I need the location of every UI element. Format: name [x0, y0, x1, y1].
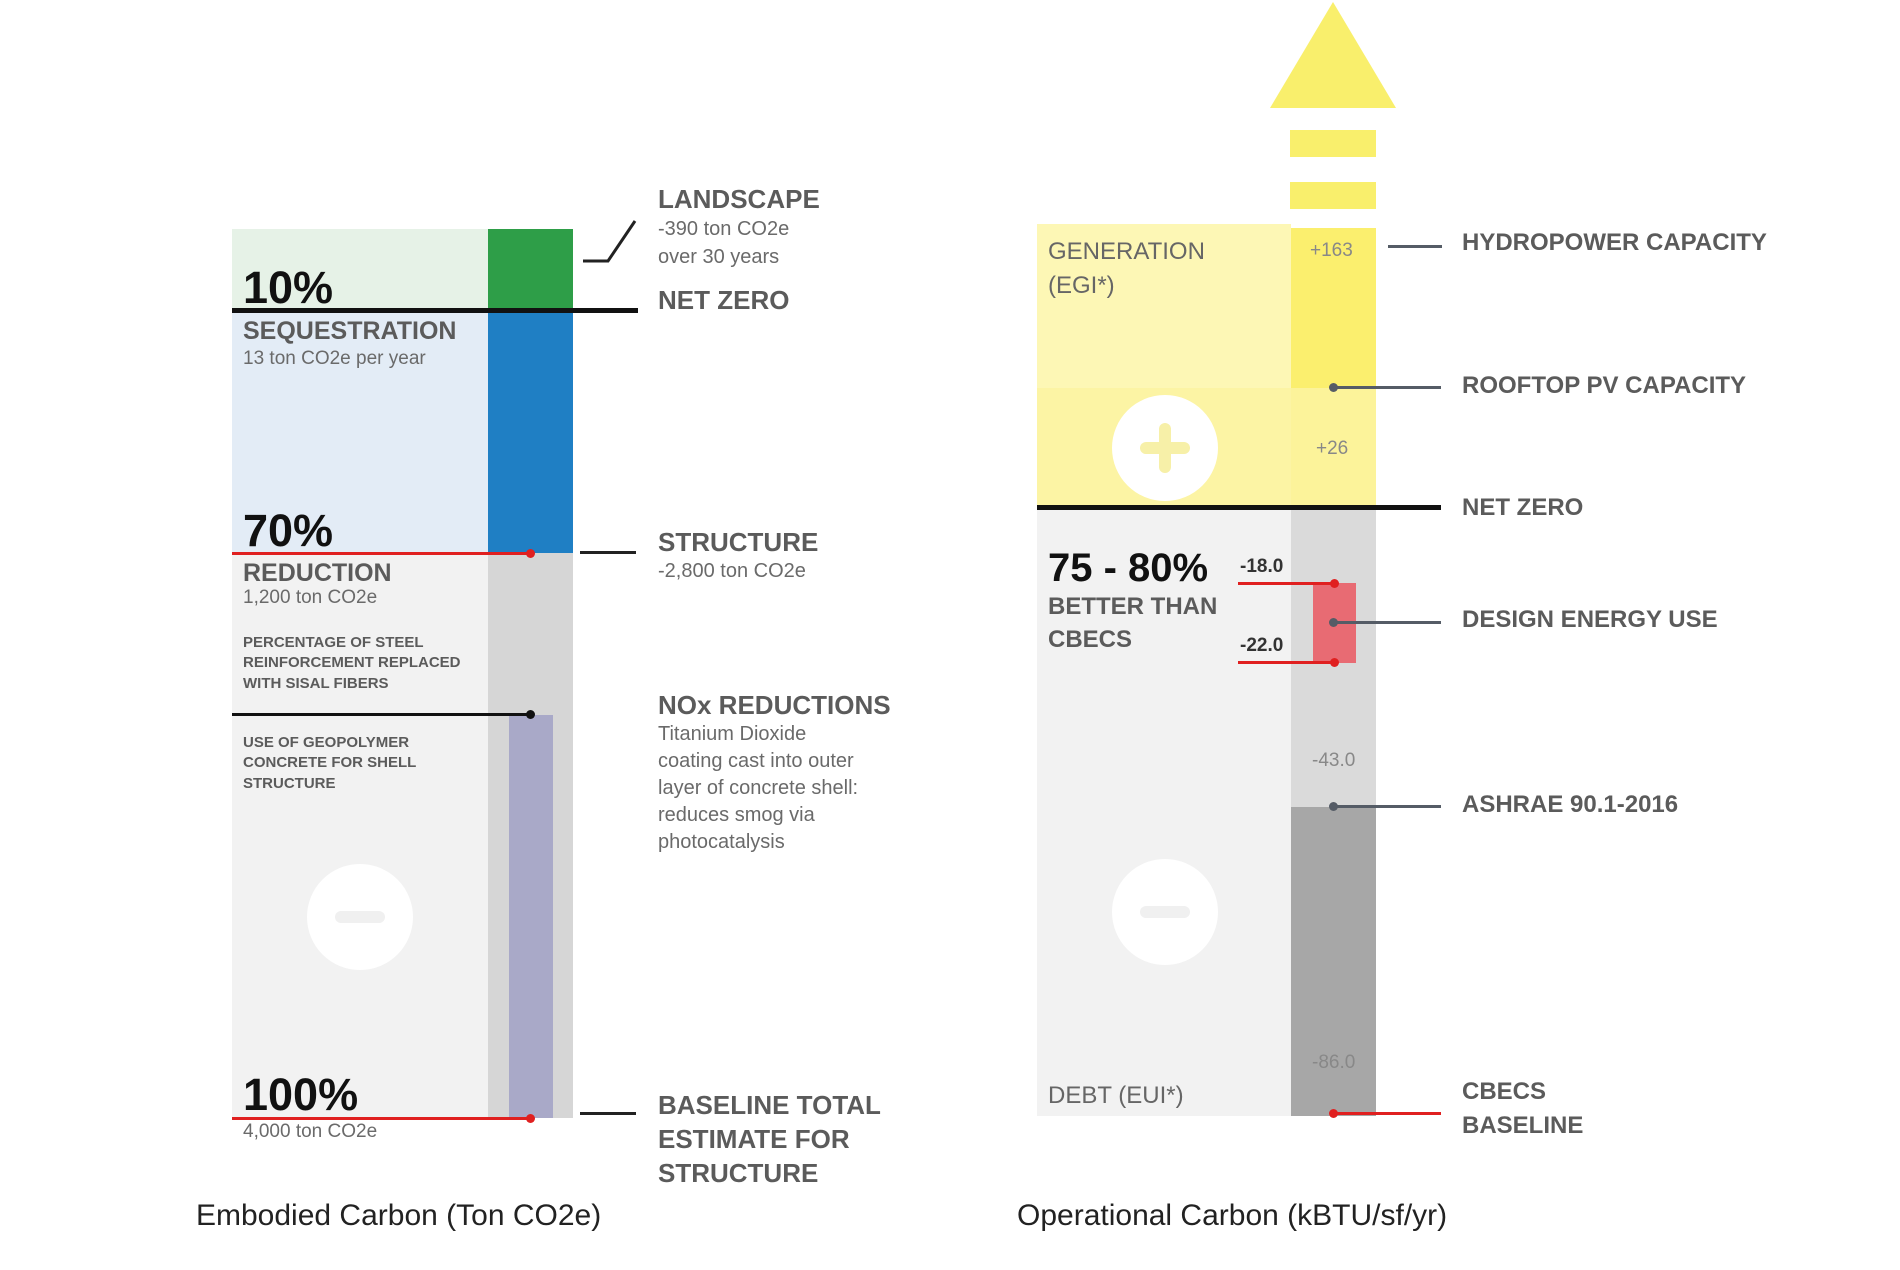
pct-70: 70%	[243, 505, 334, 556]
sequestration-bar	[488, 311, 573, 553]
operational-caption: Operational Carbon (kBTU/sf/yr)	[1017, 1199, 1448, 1232]
minus-icon	[307, 864, 413, 970]
steel-dot	[526, 710, 535, 719]
steel-line	[232, 713, 532, 716]
baseline-label: BASELINE TOTAL ESTIMATE FOR STRUCTURE	[658, 1088, 881, 1190]
ashrae-dot	[1329, 802, 1338, 811]
baseline-label-line: STRUCTURE	[658, 1158, 819, 1188]
steel-note-line: REINFORCEMENT REPLACED	[243, 654, 461, 672]
generation-label: (EGI*)	[1048, 272, 1115, 299]
nox-line: reduces smog via	[658, 804, 815, 826]
design-bottom-dot	[1330, 658, 1339, 667]
sequestration-band	[232, 311, 488, 553]
cbecs-baseline-dot	[1329, 1109, 1338, 1118]
structure-title: STRUCTURE	[658, 527, 819, 557]
reduction-dot	[526, 549, 535, 558]
sequestration-title: SEQUESTRATION	[243, 317, 457, 345]
design-label: DESIGN ENERGY USE	[1462, 606, 1718, 633]
net-zero-line	[1037, 505, 1441, 510]
landscape-band	[232, 229, 488, 309]
nox-line: layer of concrete shell:	[658, 777, 859, 799]
cbecs-baseline-line	[1333, 1112, 1441, 1115]
nox-bar	[509, 715, 553, 1118]
rooftop-dot	[1329, 383, 1338, 392]
design-dot	[1329, 618, 1338, 627]
baseline-dot	[526, 1114, 535, 1123]
baseline-label-line: ESTIMATE FOR	[658, 1124, 850, 1154]
embodied-caption: Embodied Carbon (Ton CO2e)	[196, 1199, 602, 1232]
ashrae-connector	[1333, 805, 1441, 808]
arrow-dash	[1290, 130, 1376, 157]
nox-line: photocatalysis	[658, 831, 785, 853]
baseline-value: 4,000 ton CO2e	[243, 1121, 378, 1142]
geopolymer-note-line: CONCRETE FOR SHELL	[243, 754, 417, 772]
rooftop-bar	[1291, 388, 1376, 507]
value-22: -22.0	[1240, 635, 1284, 656]
generation-label: GENERATION	[1048, 238, 1205, 265]
structure-detail: -2,800 ton CO2e	[658, 560, 806, 582]
design-top-dot	[1330, 579, 1339, 588]
landscape-line: over 30 years	[658, 246, 780, 268]
landscape-leader-icon	[583, 220, 637, 263]
value-43: -43.0	[1312, 750, 1356, 771]
geopolymer-note: USE OF GEOPOLYMER CONCRETE FOR SHELL STR…	[243, 733, 416, 794]
hydropower-connector	[1388, 245, 1442, 248]
steel-note-line: WITH SISAL FIBERS	[243, 674, 389, 692]
better-line: CBECS	[1048, 626, 1133, 653]
net-zero-line	[232, 308, 638, 313]
hydropower-bar	[1291, 228, 1376, 388]
hydropower-label: HYDROPOWER CAPACITY	[1462, 229, 1767, 256]
rooftop-connector	[1333, 386, 1441, 389]
landscape-bar	[488, 229, 573, 309]
value-18: -18.0	[1240, 556, 1284, 577]
geopolymer-note-line: STRUCTURE	[243, 774, 336, 792]
geopolymer-note-line: USE OF GEOPOLYMER	[243, 734, 410, 751]
design-bottom-line	[1238, 661, 1338, 664]
pct-10: 10%	[243, 262, 334, 313]
steel-note-line: PERCENTAGE OF STEEL	[243, 634, 424, 651]
debt-label: DEBT (EUI*)	[1048, 1082, 1184, 1109]
better-pct: 75 - 80%	[1048, 546, 1209, 590]
reduction-line	[232, 552, 532, 555]
steel-note: PERCENTAGE OF STEEL REINFORCEMENT REPLAC…	[243, 633, 461, 694]
reduction-detail: 1,200 ton CO2e	[243, 587, 378, 608]
reduction-band	[232, 553, 488, 1118]
baseline-line	[232, 1117, 532, 1120]
cbecs-label: BASELINE	[1462, 1112, 1584, 1139]
baseline-label-line: BASELINE TOTAL	[658, 1090, 881, 1120]
baseline-connector	[580, 1112, 636, 1115]
rooftop-label: ROOFTOP PV CAPACITY	[1462, 372, 1747, 399]
cbecs-label: CBECS	[1462, 1078, 1547, 1105]
ashrae-label: ASHRAE 90.1-2016	[1462, 791, 1679, 818]
nox-line: coating cast into outer	[658, 750, 854, 772]
landscape-title: LANDSCAPE	[658, 184, 820, 214]
value-163: +163	[1310, 240, 1353, 261]
reduction-title: REDUCTION	[243, 559, 392, 587]
debt-dark-bar	[1291, 807, 1376, 1116]
arrow-dash	[1290, 182, 1376, 209]
pct-100: 100%	[243, 1069, 359, 1120]
landscape-line: -390 ton CO2e	[658, 218, 790, 240]
minus-icon	[1112, 859, 1218, 965]
sequestration-detail: 13 ton CO2e per year	[243, 348, 426, 369]
net-zero-label: NET ZERO	[1462, 494, 1584, 521]
design-top-line	[1238, 582, 1338, 585]
value-86: -86.0	[1312, 1052, 1356, 1073]
nox-description: Titanium Dioxide coating cast into outer…	[658, 721, 858, 856]
design-connector	[1333, 621, 1441, 624]
structure-connector	[580, 551, 636, 554]
nox-title: NOx REDUCTIONS	[658, 690, 891, 720]
debt-band	[1037, 510, 1291, 1116]
up-arrow-icon	[1270, 2, 1396, 108]
net-zero-label: NET ZERO	[658, 285, 790, 315]
value-26: +26	[1316, 438, 1349, 459]
better-line: BETTER THAN	[1048, 593, 1218, 620]
plus-icon	[1112, 395, 1218, 501]
nox-line: Titanium Dioxide	[658, 723, 807, 745]
